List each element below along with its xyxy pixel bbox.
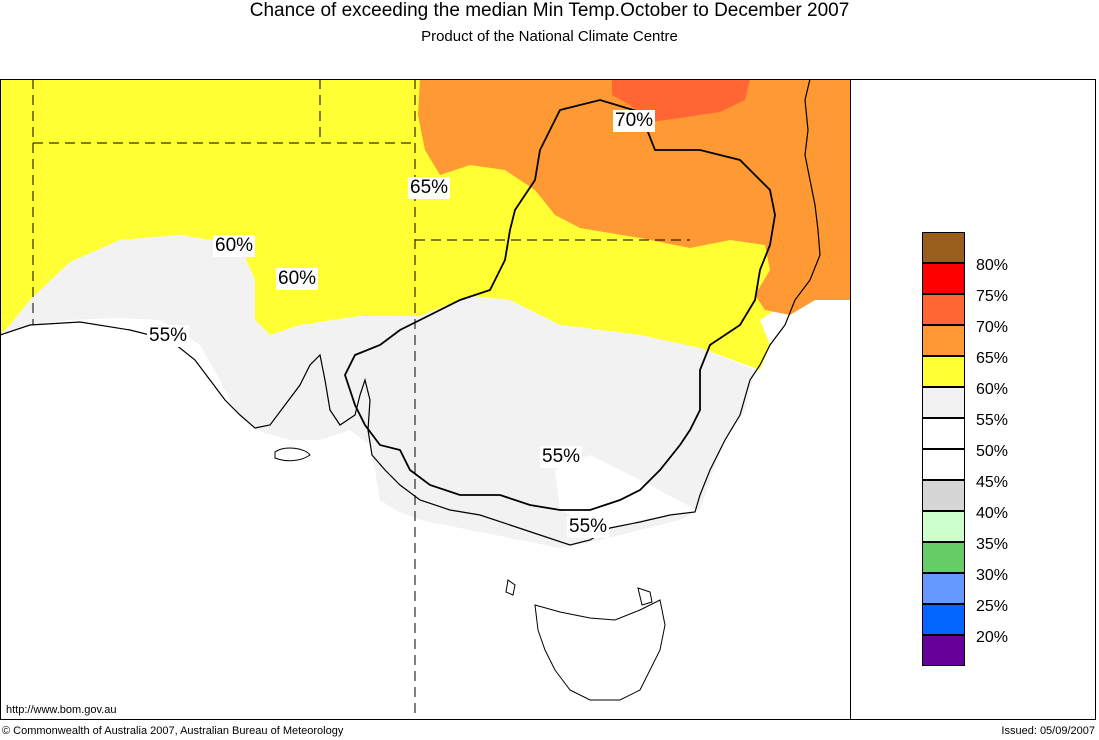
legend-label-55: 55%	[976, 412, 1009, 429]
map-divider	[850, 79, 851, 720]
legend-label-45: 45%	[976, 474, 1009, 491]
legend-label-65: 65%	[976, 350, 1009, 367]
legend-swatch-20	[922, 604, 965, 635]
legend-swatch-30	[922, 542, 965, 573]
legend-label-70: 70%	[976, 319, 1009, 336]
label-70: 70%	[613, 110, 656, 132]
copyright-notice: © Commonwealth of Australia 2007, Austra…	[2, 725, 344, 737]
label-60-b: 60%	[276, 268, 319, 290]
island-king	[505, 579, 516, 596]
legend-swatch-55	[922, 387, 965, 418]
island-flinders	[637, 587, 653, 606]
map-title: Chance of exceeding the median Min Temp.…	[249, 0, 850, 21]
map-frame	[0, 79, 1096, 720]
legend-swatch-80	[922, 232, 965, 263]
region-60-island	[280, 239, 359, 296]
issued-date: Issued: 05/09/2007	[1001, 725, 1095, 737]
legend-swatch-25	[922, 573, 965, 604]
legend-swatch-40	[922, 480, 965, 511]
map-subtitle: Product of the National Climate Centre	[421, 28, 678, 45]
legend-label-40: 40%	[976, 505, 1009, 522]
legend-label-35: 35%	[976, 536, 1009, 553]
label-65: 65%	[408, 177, 451, 199]
label-55-c: 55%	[567, 516, 610, 538]
region-50-pocket	[555, 455, 700, 530]
legend-swatch-75	[922, 263, 965, 294]
legend-label-20: 20%	[976, 629, 1009, 646]
legend-label-75: 75%	[976, 288, 1009, 305]
legend-swatch-70	[922, 294, 965, 325]
label-60-a: 60%	[213, 235, 256, 257]
legend-label-30: 30%	[976, 567, 1009, 584]
legend-swatch-35	[922, 511, 965, 542]
coastline-south	[0, 79, 821, 546]
website-link[interactable]: http://www.bom.gov.au	[6, 704, 117, 716]
tasmania	[534, 599, 666, 701]
legend-label-60: 60%	[976, 381, 1009, 398]
legend-swatch-50	[922, 418, 965, 449]
coastline-gulf	[274, 447, 311, 462]
label-55-a: 55%	[147, 325, 190, 347]
legend-swatch-45	[922, 449, 965, 480]
legend-swatch-60	[922, 356, 965, 387]
legend-label-50: 50%	[976, 443, 1009, 460]
legend-label-80: 80%	[976, 257, 1009, 274]
legend-label-25: 25%	[976, 598, 1009, 615]
region-65	[418, 79, 851, 315]
legend-swatch-65	[922, 325, 965, 356]
label-55-b: 55%	[540, 446, 583, 468]
basin-boundary	[344, 99, 776, 511]
legend-swatch-15	[922, 635, 965, 666]
